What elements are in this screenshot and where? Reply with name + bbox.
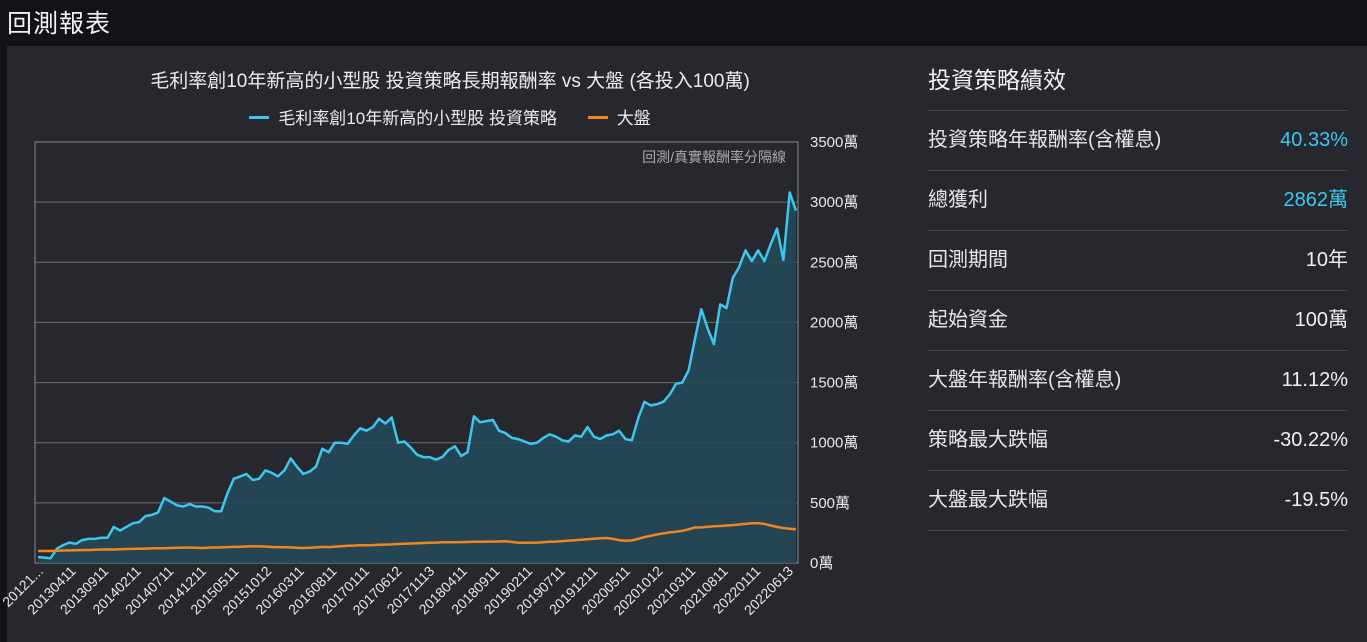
legend-item-market[interactable]: 大盤 (587, 104, 651, 129)
performance-value: 100萬 (1294, 309, 1348, 331)
performance-row: 大盤最大跌幅 -19.5% (928, 471, 1348, 531)
legend-swatch-market (587, 116, 608, 120)
performance-value: 10年 (1305, 249, 1348, 271)
performance-label: 策略最大跌幅 (928, 429, 1048, 451)
performance-value: 2862萬 (1283, 189, 1349, 211)
performance-panel: 投資策略績效 投資策略年報酬率(含權息) 40.33% 總獲利 2862萬回測期間 10… (928, 60, 1348, 531)
y-tick-label: 3000萬 (810, 194, 858, 211)
performance-label: 回測期間 (928, 249, 1008, 271)
chart-legend: 毛利率創10年新高的小型股 投資策略 大盤 (150, 104, 750, 129)
y-tick-label: 1000萬 (810, 435, 858, 452)
performance-title: 投資策略績效 (928, 60, 1348, 111)
performance-row: 投資策略年報酬率(含權息) 40.33% (928, 111, 1348, 171)
performance-value: -30.22% (1273, 429, 1349, 451)
performance-row: 總獲利 2862萬 (928, 171, 1348, 231)
chart-title: 毛利率創10年新高的小型股 投資策略長期報酬率 vs 大盤 (各投入100萬) (150, 71, 750, 92)
header-bar: 回測報表 (0, 0, 1367, 42)
performance-label: 總獲利 (928, 189, 988, 211)
legend-swatch-strategy (249, 116, 270, 120)
performance-label: 起始資金 (928, 309, 1008, 331)
chart-annotation: 回測/真實報酬率分隔線 (642, 149, 786, 165)
strategy-line (37, 191, 798, 560)
market-line (38, 521, 797, 553)
performance-value: 40.33% (1280, 129, 1348, 151)
y-tick-label: 500萬 (810, 495, 850, 512)
y-tick-label: 2000萬 (810, 314, 858, 331)
y-tick-label: 0萬 (810, 555, 833, 572)
performance-row: 起始資金 100萬 (928, 291, 1348, 351)
performance-value: 11.12% (1281, 369, 1348, 391)
performance-label: 投資策略年報酬率(含權息) (928, 129, 1162, 151)
legend-item-strategy[interactable]: 毛利率創10年新高的小型股 投資策略 (249, 104, 557, 129)
performance-label: 大盤最大跌幅 (928, 489, 1048, 511)
performance-value: -19.5% (1284, 489, 1348, 511)
performance-list: 投資策略年報酬率(含權息) 40.33% 總獲利 2862萬回測期間 10年起始資金 10… (928, 111, 1348, 531)
legend-label-market: 大盤 (616, 109, 651, 128)
y-tick-label: 3500萬 (810, 134, 858, 151)
y-tick-label: 1500萬 (810, 375, 858, 392)
page-title: 回測報表 (7, 10, 112, 38)
chart: 3500萬 3000萬 2500萬 2000萬 1500萬 1000萬 500萬 0萬 回測/真… (0, 134, 858, 618)
performance-label: 大盤年報酬率(含權息) (928, 369, 1122, 391)
performance-row: 策略最大跌幅 -30.22% (928, 411, 1348, 471)
y-tick-label: 2500萬 (810, 254, 858, 271)
performance-row: 回測期間 10年 (928, 231, 1348, 291)
strategy-area (38, 192, 796, 563)
performance-row: 大盤年報酬率(含權息) 11.12% (928, 351, 1348, 411)
legend-label-strategy: 毛利率創10年新高的小型股 投資策略 (278, 109, 557, 128)
